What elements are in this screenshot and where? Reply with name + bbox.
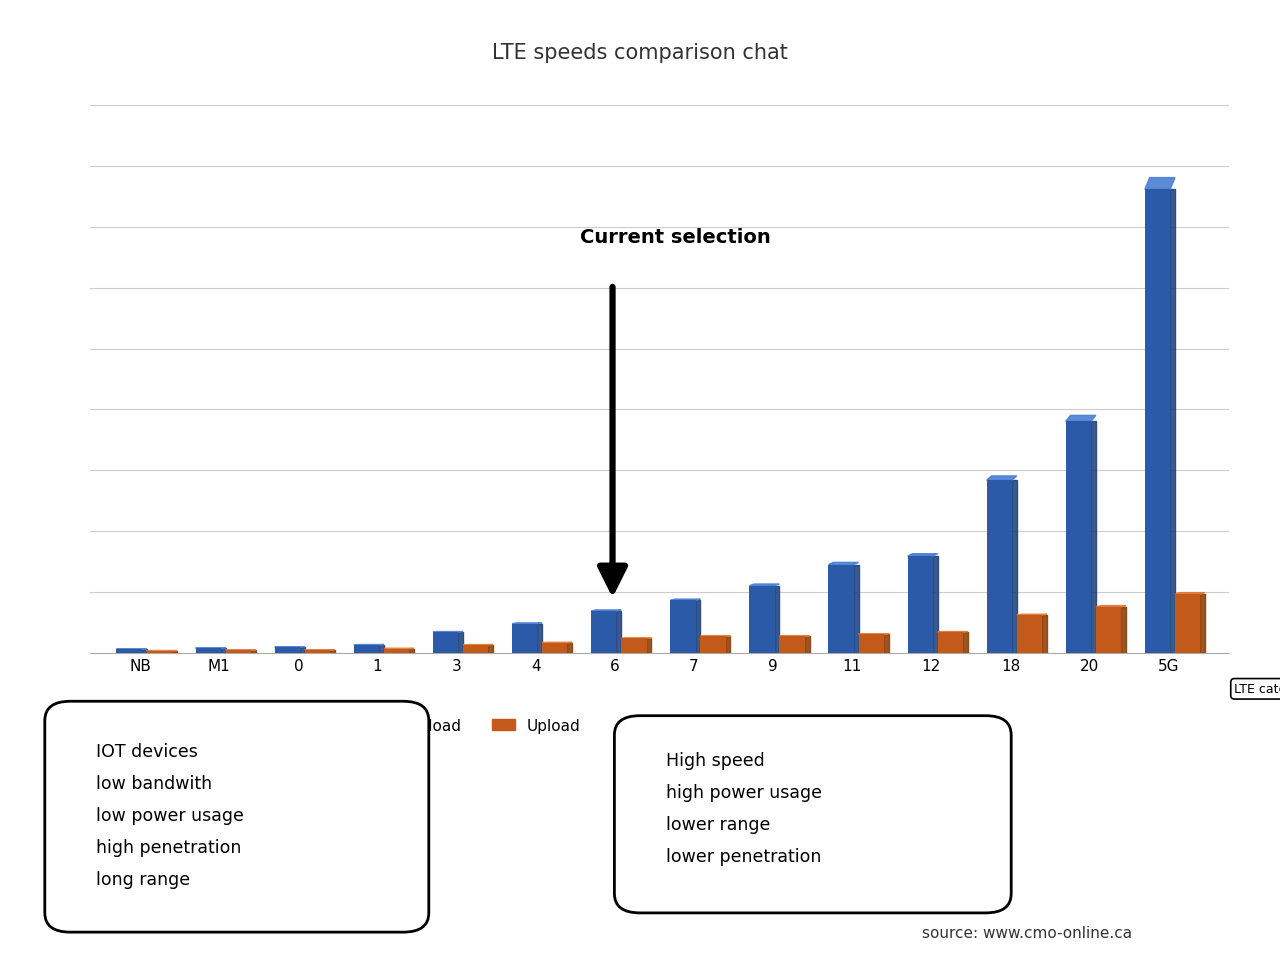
Polygon shape [591, 610, 621, 611]
Bar [1096, 607, 1121, 653]
Bar [700, 636, 726, 653]
Polygon shape [828, 563, 859, 565]
Bar [275, 647, 300, 653]
Polygon shape [1066, 416, 1096, 422]
Polygon shape [908, 554, 938, 556]
Legend: Download, Upload: Download, Upload [344, 712, 588, 739]
Text: Current selection: Current selection [580, 228, 771, 247]
Bar [1175, 595, 1201, 653]
Text: IOT devices
low bandwith
low power usage
high penetration
long range: IOT devices low bandwith low power usage… [96, 742, 244, 888]
Bar [987, 480, 1012, 653]
Bar [749, 586, 774, 653]
Bar [938, 632, 963, 653]
Polygon shape [1144, 179, 1175, 190]
Bar [384, 649, 410, 653]
Bar [225, 651, 251, 653]
Bar [196, 649, 221, 653]
Bar [116, 650, 142, 653]
Polygon shape [1096, 606, 1126, 607]
Bar [828, 565, 854, 653]
Text: High speed
high power usage
lower range
lower penetration: High speed high power usage lower range … [666, 752, 822, 866]
Polygon shape [671, 600, 700, 601]
Bar [671, 601, 695, 653]
Polygon shape [987, 477, 1016, 480]
Text: LTE category: LTE category [1234, 682, 1280, 696]
Polygon shape [1175, 593, 1204, 595]
Bar [1016, 616, 1042, 653]
Text: LTE speeds comparison chat: LTE speeds comparison chat [492, 43, 788, 63]
Bar [512, 624, 538, 653]
Bar [463, 645, 489, 653]
Bar [908, 556, 933, 653]
Bar [1066, 422, 1091, 653]
Bar [859, 634, 884, 653]
Bar [591, 611, 617, 653]
Text: source: www.cmo-online.ca: source: www.cmo-online.ca [922, 924, 1132, 940]
Bar [353, 645, 379, 653]
Bar [433, 632, 458, 653]
Bar [1144, 190, 1170, 653]
Bar [543, 643, 567, 653]
Bar [305, 650, 330, 653]
Polygon shape [749, 584, 780, 586]
Bar [146, 651, 172, 653]
Bar [621, 639, 646, 653]
Bar [780, 636, 805, 653]
